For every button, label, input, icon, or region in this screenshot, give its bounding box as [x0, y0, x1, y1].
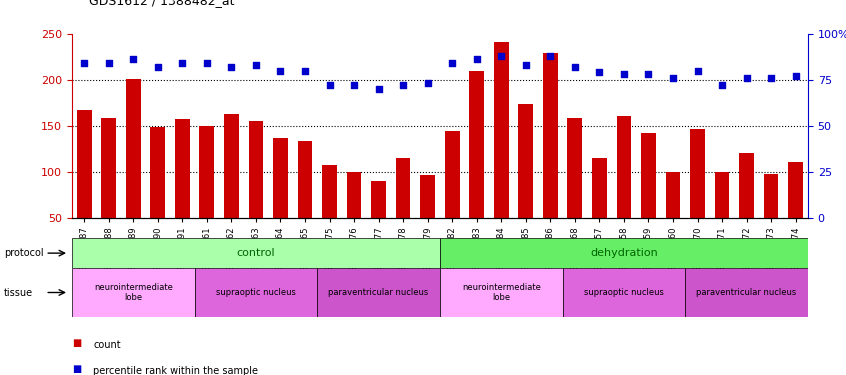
Point	[126, 57, 140, 63]
Bar	[298, 141, 312, 218]
Point	[298, 68, 311, 74]
Text: GDS1612 / 1388482_at: GDS1612 / 1388482_at	[89, 0, 234, 8]
Text: tissue: tissue	[4, 288, 33, 297]
Bar	[440, 268, 563, 317]
Point	[420, 80, 434, 86]
Point	[666, 75, 679, 81]
Bar	[396, 158, 410, 218]
Point	[102, 60, 115, 66]
Point	[347, 82, 360, 88]
Bar	[568, 118, 582, 218]
Text: ■: ■	[72, 338, 81, 348]
Bar	[77, 110, 91, 218]
Bar	[739, 153, 754, 218]
Bar	[249, 121, 263, 218]
Point	[715, 82, 728, 88]
Bar	[175, 119, 190, 218]
Bar	[666, 172, 680, 217]
Point	[371, 86, 385, 92]
Point	[617, 71, 630, 77]
Point	[519, 62, 532, 68]
Bar	[445, 131, 459, 218]
Bar	[470, 71, 484, 217]
Bar	[347, 172, 361, 217]
Bar	[519, 105, 533, 218]
Bar	[764, 174, 778, 217]
Bar	[273, 138, 288, 218]
Point	[200, 60, 213, 66]
Bar	[151, 128, 165, 218]
Bar	[102, 118, 116, 218]
Point	[396, 82, 409, 88]
Bar	[126, 79, 140, 218]
Point	[690, 68, 704, 74]
Point	[224, 64, 238, 70]
Bar	[563, 268, 685, 317]
Text: dehydration: dehydration	[590, 248, 658, 258]
Point	[249, 62, 262, 68]
Text: paraventricular nucleus: paraventricular nucleus	[328, 288, 429, 297]
Point	[788, 73, 802, 79]
Text: percentile rank within the sample: percentile rank within the sample	[93, 366, 258, 375]
Point	[445, 60, 459, 66]
Point	[494, 53, 508, 59]
Text: count: count	[93, 340, 121, 350]
Point	[151, 64, 164, 70]
Bar	[195, 268, 317, 317]
Bar	[788, 162, 803, 218]
Point	[592, 69, 606, 75]
Bar	[322, 165, 337, 218]
Text: supraoptic nucleus: supraoptic nucleus	[584, 288, 664, 297]
Text: supraoptic nucleus: supraoptic nucleus	[216, 288, 296, 297]
Point	[77, 60, 91, 66]
Point	[764, 75, 777, 81]
Bar	[317, 268, 440, 317]
Bar	[440, 238, 808, 268]
Bar	[200, 126, 214, 218]
Point	[641, 71, 655, 77]
Point	[322, 82, 336, 88]
Bar	[224, 114, 239, 218]
Bar	[543, 53, 558, 217]
Bar	[72, 238, 440, 268]
Point	[175, 60, 189, 66]
Bar	[617, 116, 631, 218]
Text: ■: ■	[72, 364, 81, 374]
Text: neurointermediate
lobe: neurointermediate lobe	[94, 283, 173, 302]
Bar	[690, 129, 705, 218]
Point	[273, 68, 287, 74]
Text: control: control	[237, 248, 275, 258]
Bar	[715, 172, 729, 217]
Point	[568, 64, 581, 70]
Bar	[592, 158, 607, 218]
Bar	[371, 181, 386, 218]
Bar	[72, 268, 195, 317]
Point	[470, 57, 483, 63]
Point	[739, 75, 753, 81]
Point	[543, 53, 557, 59]
Bar	[494, 42, 508, 218]
Text: protocol: protocol	[4, 248, 44, 258]
Bar	[641, 133, 656, 218]
Bar	[420, 175, 435, 217]
Text: paraventricular nucleus: paraventricular nucleus	[696, 288, 797, 297]
Text: neurointermediate
lobe: neurointermediate lobe	[462, 283, 541, 302]
Bar	[685, 268, 808, 317]
